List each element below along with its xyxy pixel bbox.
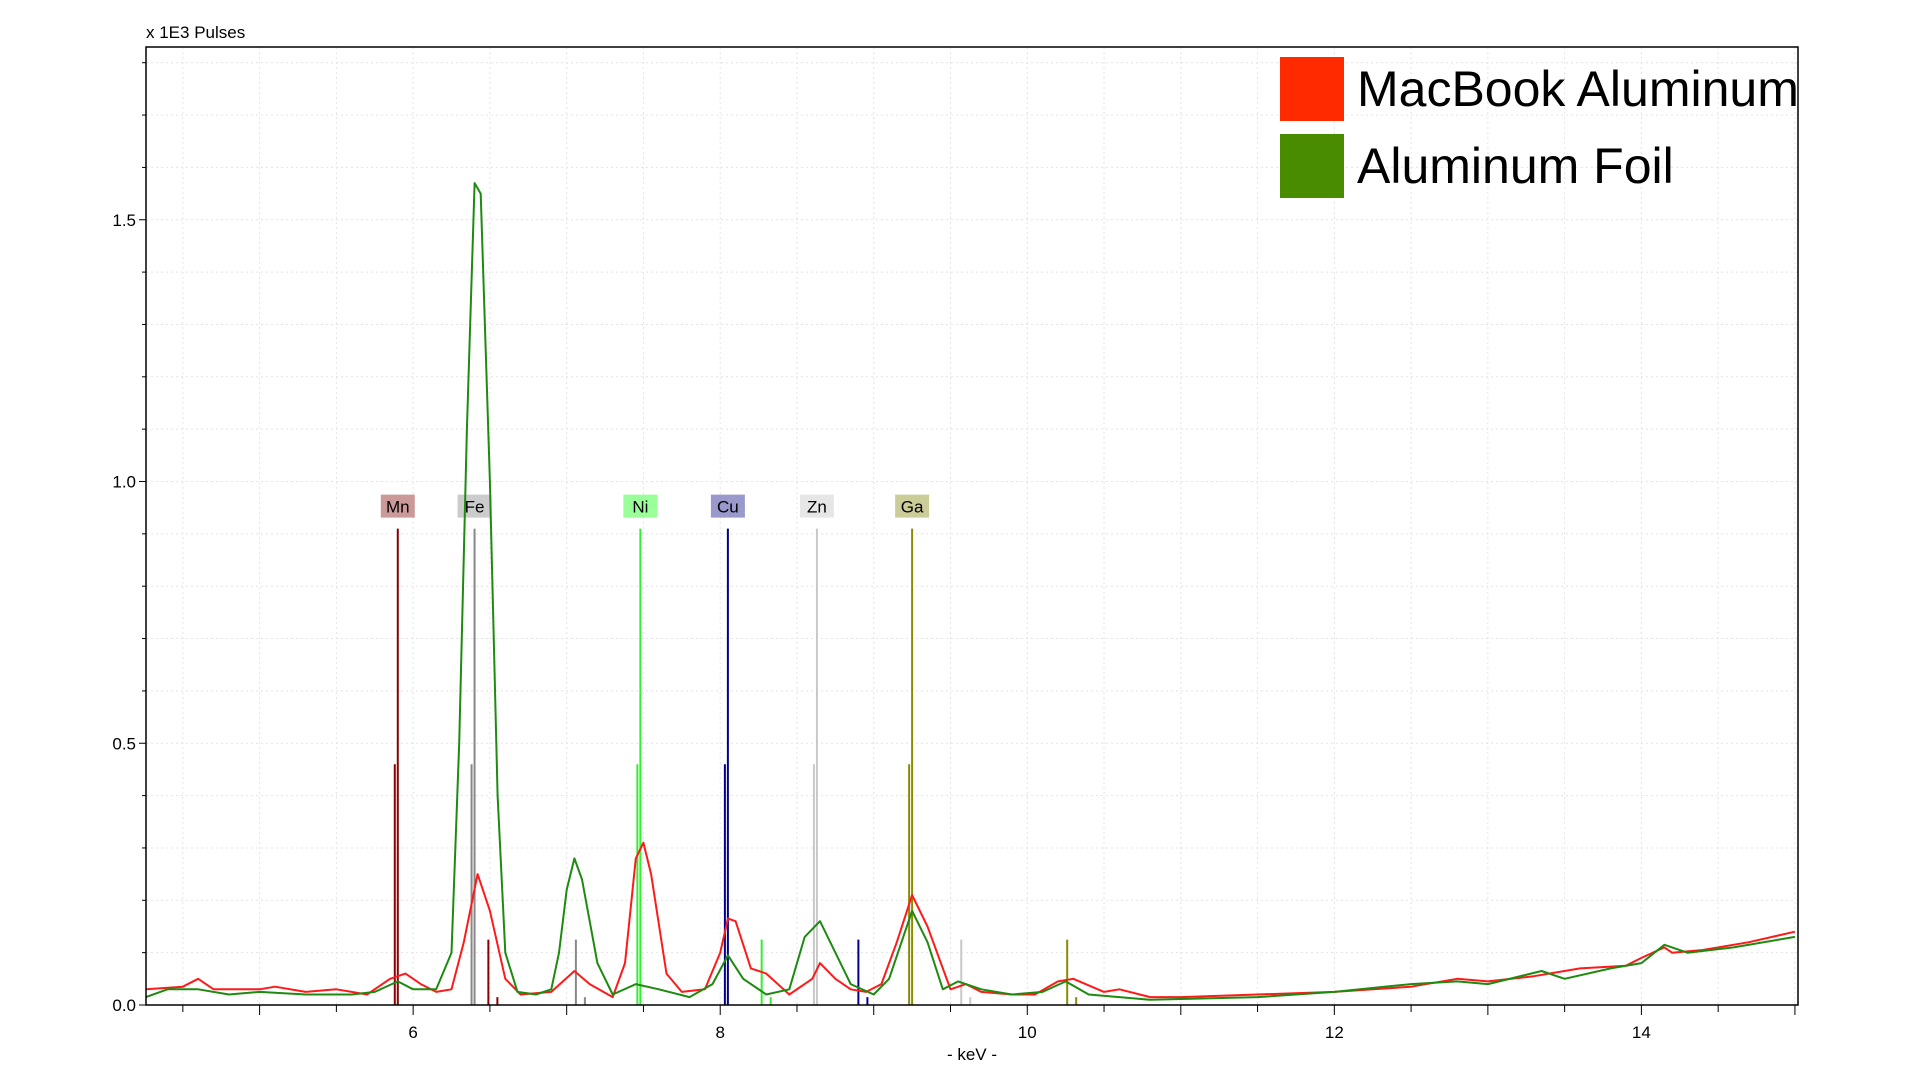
- element-label-bg: [623, 494, 658, 518]
- x-tick-label: 8: [715, 1023, 724, 1042]
- element-label: Fe: [465, 498, 485, 517]
- grid: [146, 47, 1798, 1006]
- element-marker-ni: Ni: [623, 494, 772, 1005]
- legend-label: Aluminum Foil: [1357, 138, 1674, 194]
- legend-swatch: [1280, 57, 1344, 121]
- element-label: Ni: [632, 498, 648, 517]
- y-tick-label: 0.0: [112, 996, 136, 1015]
- element-label: Ga: [901, 498, 924, 517]
- x-tick-label: 14: [1632, 1023, 1651, 1042]
- element-label: Zn: [807, 498, 827, 517]
- x-tick-label: 6: [408, 1023, 417, 1042]
- legend-swatch: [1280, 134, 1344, 198]
- plot-frame: [145, 46, 1799, 1006]
- x-axis-label: - keV -: [947, 1045, 997, 1064]
- element-marker-zn: Zn: [799, 494, 972, 1005]
- y-tick-label: 0.5: [112, 734, 136, 753]
- element-label: Mn: [386, 498, 410, 517]
- series-line-aluminum-foil: [145, 182, 1796, 1001]
- y-tick-label: 1.0: [112, 473, 136, 492]
- element-label-bg: [710, 494, 745, 518]
- element-marker-fe: Fe: [457, 494, 586, 1005]
- x-tick-label: 10: [1018, 1023, 1037, 1042]
- axes: 6 8 10 12 14 0.0 0.5 1.0 1.5: [112, 62, 1796, 1042]
- series-lines: [145, 182, 1796, 1001]
- element-marker-ga: Ga: [895, 494, 1078, 1005]
- element-marker-cu: Cu: [710, 494, 869, 1005]
- series-line-macbook-aluminum: [145, 841, 1796, 999]
- element-label-bg: [895, 494, 930, 518]
- element-label-bg: [799, 494, 834, 518]
- x-tick-label: 12: [1325, 1023, 1344, 1042]
- legend: MacBook Aluminum Aluminum Foil: [1280, 57, 1799, 198]
- legend-label: MacBook Aluminum: [1357, 61, 1799, 117]
- element-marker-mn: Mn: [380, 494, 499, 1005]
- y-axis-label: x 1E3 Pulses: [146, 23, 245, 42]
- element-label: Cu: [717, 498, 739, 517]
- element-label-bg: [380, 494, 415, 518]
- y-tick-label: 1.5: [112, 211, 136, 230]
- element-markers: Mn Fe Ni Cu Zn Ga: [380, 494, 1078, 1005]
